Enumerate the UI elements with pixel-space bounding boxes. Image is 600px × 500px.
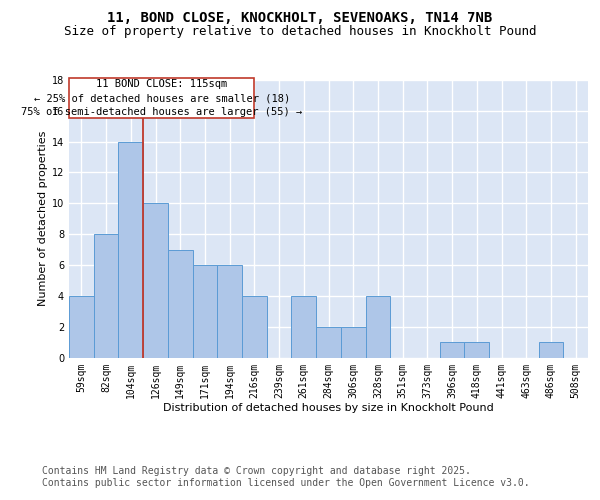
Bar bbox=[539, 342, 563, 357]
Text: Size of property relative to detached houses in Knockholt Pound: Size of property relative to detached ho… bbox=[64, 25, 536, 38]
Bar bbox=[316, 326, 341, 358]
X-axis label: Distribution of detached houses by size in Knockholt Pound: Distribution of detached houses by size … bbox=[163, 403, 494, 413]
Text: 11, BOND CLOSE, KNOCKHOLT, SEVENOAKS, TN14 7NB: 11, BOND CLOSE, KNOCKHOLT, SEVENOAKS, TN… bbox=[107, 11, 493, 25]
Text: 11 BOND CLOSE: 115sqm
← 25% of detached houses are smaller (18)
75% of semi-deta: 11 BOND CLOSE: 115sqm ← 25% of detached … bbox=[21, 79, 302, 117]
Bar bbox=[143, 204, 168, 358]
Bar bbox=[69, 296, 94, 358]
Bar bbox=[365, 296, 390, 358]
Bar bbox=[440, 342, 464, 357]
Bar bbox=[193, 265, 217, 358]
Bar bbox=[341, 326, 365, 358]
Bar bbox=[118, 142, 143, 358]
Text: Contains HM Land Registry data © Crown copyright and database right 2025.
Contai: Contains HM Land Registry data © Crown c… bbox=[42, 466, 530, 487]
Bar bbox=[292, 296, 316, 358]
Bar bbox=[464, 342, 489, 357]
Bar bbox=[217, 265, 242, 358]
Bar bbox=[242, 296, 267, 358]
FancyBboxPatch shape bbox=[69, 78, 254, 118]
Bar bbox=[168, 250, 193, 358]
Y-axis label: Number of detached properties: Number of detached properties bbox=[38, 131, 47, 306]
Bar bbox=[94, 234, 118, 358]
